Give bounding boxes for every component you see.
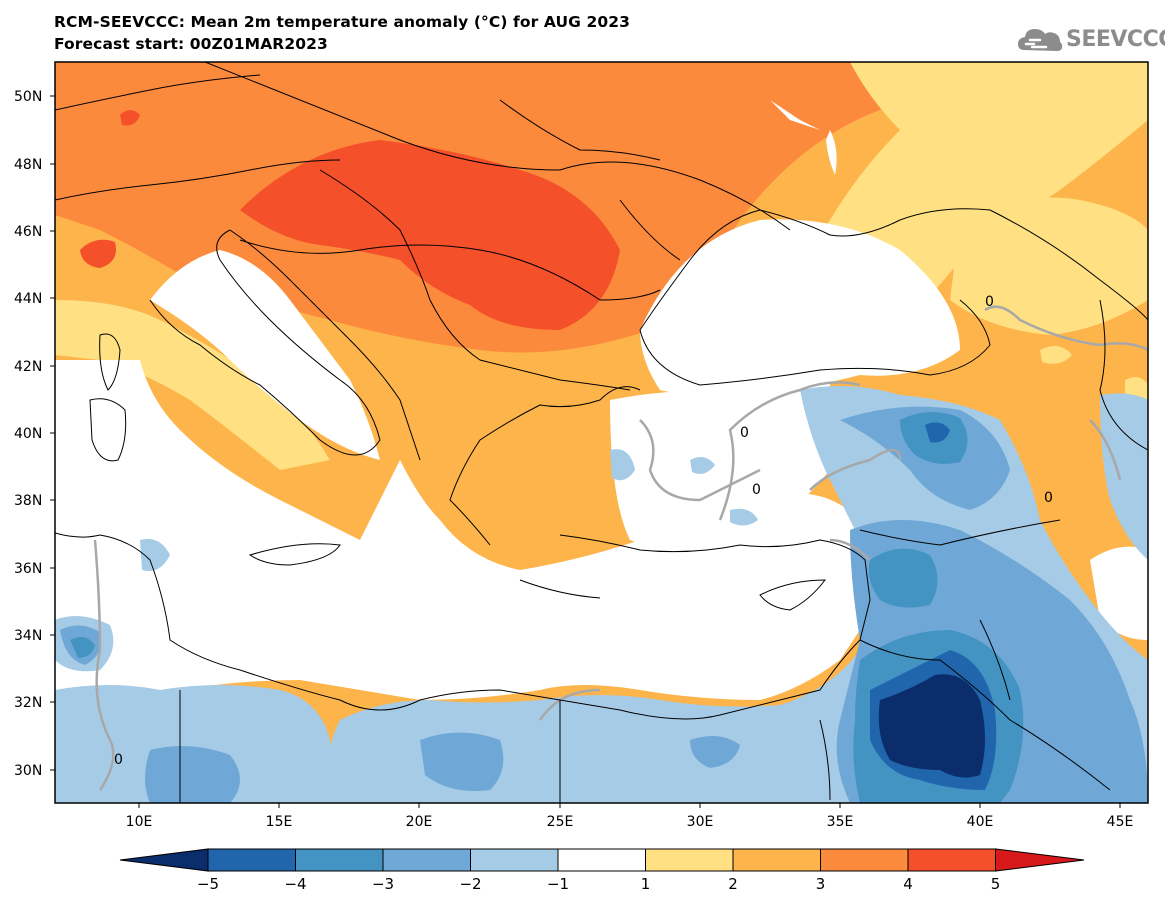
contour-label: 0	[752, 482, 761, 498]
latitude-axis: 50N 48N 46N 44N 42N 40N 38N 36N 34N 32N …	[14, 89, 55, 779]
lat-tick-label: 48N	[14, 157, 42, 173]
lat-tick-label: 36N	[14, 561, 42, 577]
colorbar-level-label: −3	[372, 875, 394, 893]
lat-tick-label: 42N	[14, 359, 42, 375]
colorbar-segment	[907, 848, 996, 872]
colorbar-segment	[207, 848, 296, 872]
lat-tick-label: 38N	[14, 493, 42, 509]
coastlines-and-borders	[55, 62, 1148, 803]
black-sea-area	[640, 219, 960, 397]
colorbar-segment	[557, 848, 646, 872]
lat-tick-label: 50N	[14, 89, 42, 105]
lat-tick-label: 30N	[14, 763, 42, 779]
lon-tick-label: 15E	[266, 814, 293, 830]
colorbar-segment	[470, 848, 559, 872]
colorbar-segment	[382, 848, 471, 872]
lat-tick-label: 44N	[14, 291, 42, 307]
colorbar-left-triangle	[119, 848, 209, 872]
contour-label: 0	[114, 752, 123, 768]
lon-tick-label: 25E	[547, 814, 574, 830]
colorbar-right-triangle	[995, 848, 1085, 872]
seevccc-logo: SEEVCCC	[1016, 20, 1165, 60]
colorbar-segment	[820, 848, 909, 872]
map-title: RCM-SEEVCCC: Mean 2m temperature anomaly…	[54, 13, 631, 31]
lat-tick-label: 32N	[14, 695, 42, 711]
contour-label: 0	[1044, 490, 1053, 506]
anomaly-field-4-5	[240, 140, 620, 330]
colorbar-segment	[645, 848, 734, 872]
colorbar: −5 −4 −3 −2 −1 1 2 3 4 5	[119, 848, 1085, 893]
lon-tick-label: 40E	[967, 814, 994, 830]
contour-label: 0	[985, 294, 994, 310]
contour-labels: 0 0 0 0 0	[114, 294, 1053, 768]
sea-neutral-area	[55, 360, 880, 700]
colorbar-segment	[732, 848, 821, 872]
lat-tick-label: 34N	[14, 628, 42, 644]
lon-tick-label: 10E	[126, 814, 153, 830]
zero-contours	[93, 305, 1148, 791]
colorbar-level-label: 4	[903, 875, 913, 893]
colorbar-level-label: 5	[991, 875, 1001, 893]
colorbar-level-label: −4	[284, 875, 306, 893]
lat-tick-label: 46N	[14, 224, 42, 240]
colorbar-segment	[295, 848, 384, 872]
lon-tick-label: 45E	[1107, 814, 1134, 830]
lon-tick-label: 35E	[827, 814, 854, 830]
logo-text: SEEVCCC	[1066, 27, 1165, 52]
longitude-axis: 10E 15E 20E 25E 30E 35E 40E 45E	[126, 803, 1134, 830]
colorbar-level-label: 2	[728, 875, 738, 893]
lat-tick-label: 40N	[14, 426, 42, 442]
lon-tick-label: 30E	[687, 814, 714, 830]
forecast-start-subtitle: Forecast start: 00Z01MAR2023	[54, 35, 328, 53]
colorbar-level-label: −2	[459, 875, 481, 893]
contour-label: 0	[740, 425, 749, 441]
colorbar-level-label: 1	[641, 875, 651, 893]
map-panel: 0 0 0 0 0	[55, 62, 1148, 803]
colorbar-level-label: 3	[816, 875, 826, 893]
colorbar-level-label: −1	[547, 875, 569, 893]
colorbar-level-label: −5	[197, 875, 219, 893]
cloud-icon	[1018, 29, 1063, 51]
lon-tick-label: 20E	[406, 814, 433, 830]
